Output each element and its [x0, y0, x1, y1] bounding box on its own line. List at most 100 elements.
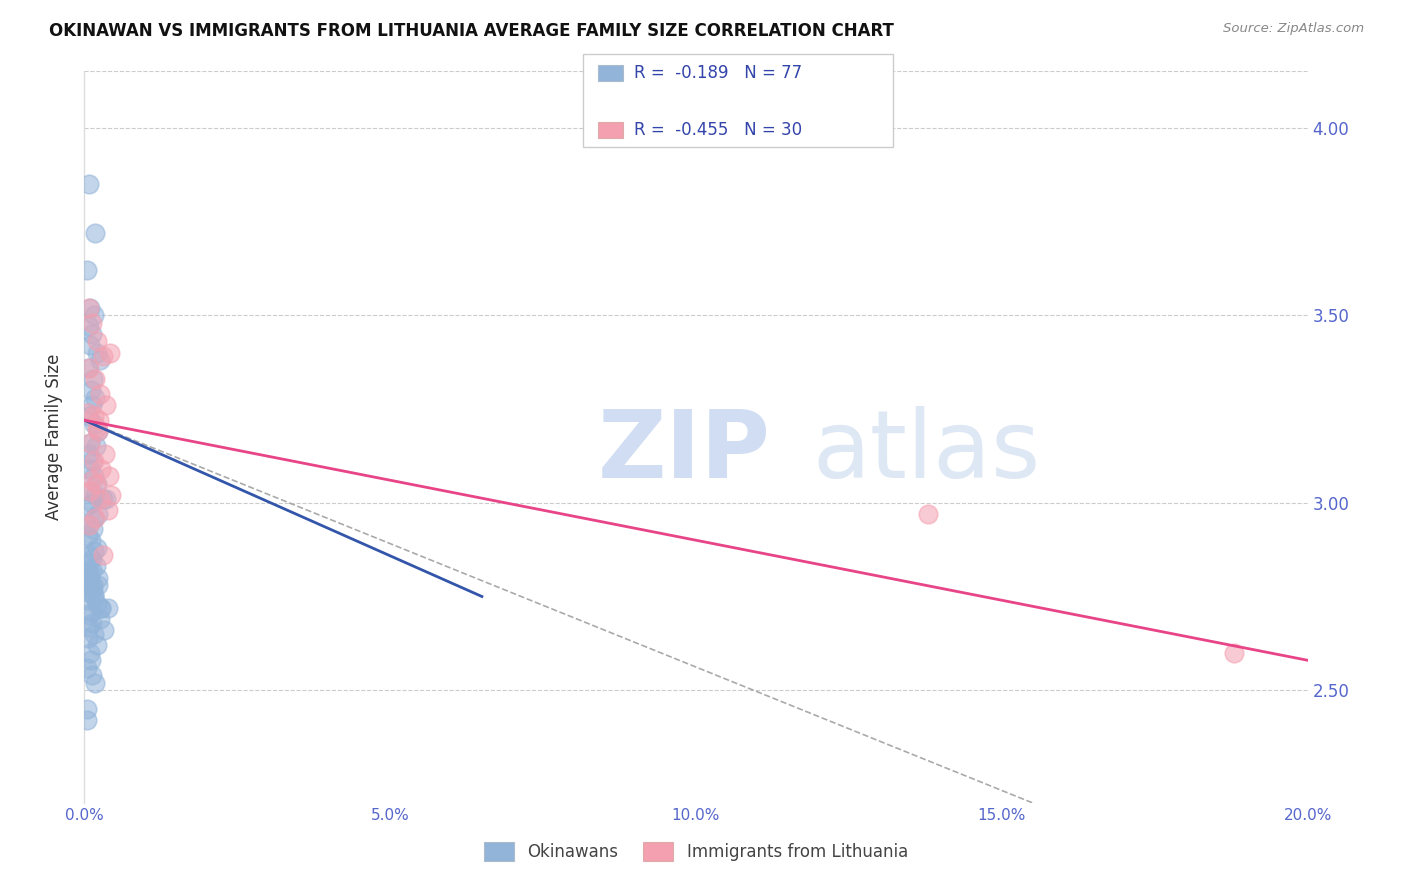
Point: [77, 631, 100, 645]
Point: [77, 563, 100, 577]
Text: OKINAWAN VS IMMIGRANTS FROM LITHUANIA AVERAGE FAMILY SIZE CORRELATION CHART: OKINAWAN VS IMMIGRANTS FROM LITHUANIA AV…: [49, 22, 894, 40]
Point: [93, 624, 115, 638]
Point: [93, 447, 115, 461]
Point: [82, 398, 104, 412]
Point: [917, 507, 939, 521]
Point: [79, 462, 101, 476]
Point: [77, 518, 100, 533]
Point: [77, 619, 100, 633]
Point: [77, 566, 100, 581]
Point: [80, 326, 103, 341]
Point: [80, 563, 103, 577]
Point: [83, 409, 105, 424]
Point: [84, 675, 107, 690]
Point: [77, 556, 100, 570]
Point: [89, 387, 111, 401]
Text: R =  -0.189   N = 77: R = -0.189 N = 77: [634, 64, 803, 82]
Point: [84, 477, 107, 491]
Point: [82, 454, 104, 468]
Point: [90, 600, 112, 615]
Legend: Okinawans, Immigrants from Lithuania: Okinawans, Immigrants from Lithuania: [478, 835, 914, 868]
Point: [79, 571, 101, 585]
Point: [91, 350, 114, 364]
Point: [86, 420, 108, 434]
Point: [82, 522, 104, 536]
Point: [86, 345, 108, 359]
Point: [79, 571, 101, 585]
Point: [84, 440, 107, 454]
Point: [86, 597, 108, 611]
Point: [82, 552, 104, 566]
Point: [77, 301, 100, 315]
Point: [94, 398, 117, 412]
Point: [76, 713, 98, 727]
Point: [89, 353, 111, 368]
Point: [80, 653, 103, 667]
Point: [82, 473, 104, 487]
Point: [89, 612, 111, 626]
Point: [80, 496, 103, 510]
Point: [77, 548, 100, 562]
Point: [83, 590, 105, 604]
Point: [79, 338, 101, 352]
Point: [97, 503, 120, 517]
Point: [77, 409, 100, 424]
Point: [86, 334, 108, 349]
Point: [97, 600, 120, 615]
Point: [84, 559, 107, 574]
Point: [86, 638, 108, 652]
Point: [97, 469, 120, 483]
Text: R =  -0.455   N = 30: R = -0.455 N = 30: [634, 121, 803, 139]
Point: [87, 578, 110, 592]
Point: [91, 491, 114, 506]
Point: [83, 510, 105, 524]
Point: [87, 571, 110, 585]
Point: [87, 507, 110, 521]
Point: [82, 372, 104, 386]
Point: [82, 615, 104, 630]
Point: [77, 319, 100, 334]
Point: [79, 301, 101, 315]
Text: Source: ZipAtlas.com: Source: ZipAtlas.com: [1223, 22, 1364, 36]
Point: [83, 454, 105, 468]
Point: [84, 372, 107, 386]
Point: [84, 488, 107, 502]
Point: [100, 488, 122, 502]
Text: atlas: atlas: [813, 406, 1040, 498]
Point: [77, 529, 100, 543]
Point: [77, 608, 100, 623]
Point: [83, 308, 105, 322]
Point: [76, 661, 98, 675]
Point: [82, 578, 104, 592]
Point: [87, 413, 110, 427]
Point: [79, 435, 101, 450]
Point: [82, 316, 104, 330]
Point: [83, 469, 105, 483]
Point: [83, 391, 105, 405]
Point: [90, 462, 112, 476]
Point: [79, 646, 101, 660]
Point: [84, 226, 107, 240]
Point: [79, 435, 101, 450]
Point: [89, 491, 111, 506]
Point: [80, 533, 103, 548]
Point: [94, 491, 117, 506]
Text: ZIP: ZIP: [598, 406, 770, 498]
Point: [86, 477, 108, 491]
Point: [83, 417, 105, 431]
Point: [77, 360, 100, 375]
Point: [1223, 646, 1246, 660]
Y-axis label: Average Family Size: Average Family Size: [45, 354, 63, 520]
Point: [82, 582, 104, 596]
Point: [87, 425, 110, 439]
Point: [76, 500, 98, 514]
Point: [86, 541, 108, 555]
Point: [83, 590, 105, 604]
Point: [80, 383, 103, 397]
Point: [80, 668, 103, 682]
Point: [80, 605, 103, 619]
Point: [79, 586, 101, 600]
Point: [77, 360, 100, 375]
Point: [76, 702, 98, 716]
Point: [77, 406, 100, 420]
